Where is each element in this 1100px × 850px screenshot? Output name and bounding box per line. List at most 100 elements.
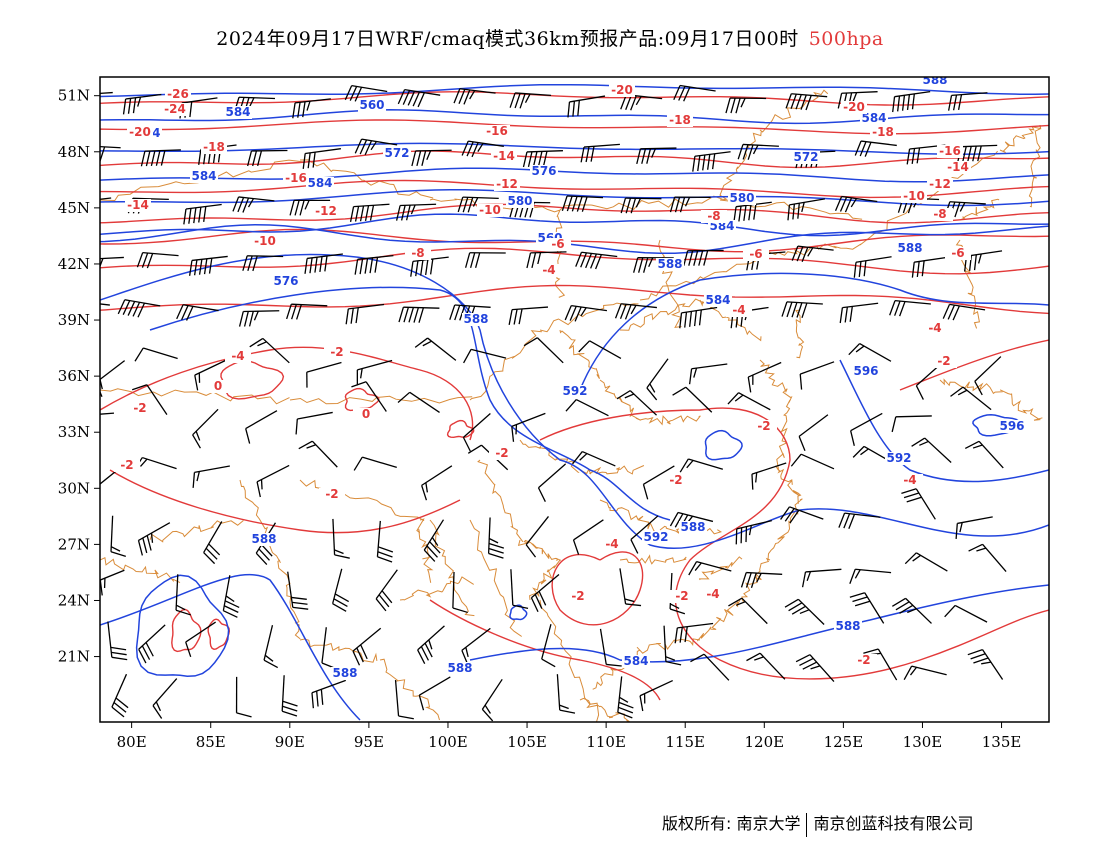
wind-barb bbox=[561, 195, 604, 212]
wind-barb bbox=[690, 653, 730, 681]
contour-label-bg bbox=[728, 192, 756, 205]
wind-barb bbox=[423, 519, 445, 562]
wind-barb bbox=[183, 203, 222, 225]
contour-label-bg bbox=[358, 99, 386, 112]
border-line bbox=[519, 439, 580, 473]
contour-label-bg bbox=[484, 125, 510, 138]
temperature-contour-label: -2 bbox=[120, 458, 133, 472]
temperature-contour-label: -4 bbox=[542, 263, 555, 277]
wind-barb bbox=[834, 195, 878, 213]
contour-label-bg bbox=[700, 588, 726, 601]
border-line bbox=[517, 539, 559, 562]
wind-barb bbox=[639, 679, 673, 712]
temperature-contour-closed bbox=[220, 360, 285, 400]
border-line bbox=[636, 638, 701, 654]
wind-barb bbox=[787, 198, 826, 221]
height-contour-label: 588 bbox=[332, 666, 357, 680]
wind-barb bbox=[944, 604, 988, 623]
wind-barb bbox=[725, 97, 767, 114]
contour-label-bg bbox=[885, 452, 913, 465]
chart-title: 2024年09月17日WRF/cmaq模式36km预报产品:09月17日00时 5… bbox=[0, 24, 1100, 51]
height-contour-label: 584 bbox=[191, 169, 216, 183]
wind-barb bbox=[674, 622, 714, 644]
wind-barb bbox=[192, 408, 219, 449]
wind-barb bbox=[630, 515, 659, 554]
x-tick-label: 130E bbox=[903, 733, 943, 751]
wind-barb bbox=[414, 337, 457, 361]
title-level: 500hpa bbox=[808, 28, 884, 50]
wind-barb bbox=[727, 392, 771, 411]
contour-label-bg bbox=[998, 420, 1026, 433]
temperature-contour-line bbox=[551, 551, 644, 626]
contour-label-bg bbox=[927, 208, 953, 221]
border-line bbox=[299, 479, 425, 522]
temperature-contour-label: -6 bbox=[749, 247, 762, 261]
wind-barb bbox=[853, 256, 892, 278]
contour-label-bg bbox=[656, 258, 684, 271]
wind-barb bbox=[791, 245, 834, 262]
wind-barb bbox=[107, 621, 128, 661]
height-contour-label: 588 bbox=[463, 312, 488, 326]
border-line bbox=[100, 388, 290, 405]
temperature-contour-label: -16 bbox=[486, 124, 508, 138]
height-contour-label: 560 bbox=[359, 98, 384, 112]
wind-barb bbox=[509, 92, 552, 109]
wind-barb bbox=[110, 515, 126, 558]
y-tick-label: 21N bbox=[58, 648, 90, 666]
wind-barb bbox=[131, 384, 168, 415]
wind-barb bbox=[353, 456, 397, 471]
height-contour-label: 588 bbox=[835, 619, 860, 633]
temperature-contour-label: -2 bbox=[495, 446, 508, 460]
temperature-contour-label: -20 bbox=[843, 100, 865, 114]
temperature-contour-label: -2 bbox=[669, 473, 682, 487]
wind-barb bbox=[903, 665, 947, 680]
height-contour-line bbox=[100, 189, 1049, 207]
wind-barb bbox=[525, 516, 549, 558]
wind-barb bbox=[421, 465, 453, 501]
wind-barb bbox=[100, 91, 113, 96]
contour-label-bg bbox=[530, 165, 558, 178]
wind-barb bbox=[688, 560, 732, 576]
contour-label-bg bbox=[162, 103, 188, 116]
contour-labels: 5885845605845725885765805725845605805645… bbox=[114, 77, 1026, 680]
wind-barb bbox=[232, 196, 275, 213]
temperature-contour-label: -14 bbox=[127, 198, 149, 212]
height-contour-label: 588 bbox=[447, 661, 472, 675]
temperature-contour-label: -2 bbox=[325, 487, 338, 501]
height-contour-line bbox=[100, 83, 1049, 98]
wind-barb bbox=[176, 304, 219, 321]
temperature-contour-closed bbox=[446, 419, 475, 439]
contour-label-bg bbox=[927, 178, 953, 191]
wind-barb bbox=[136, 251, 179, 269]
wind-barb bbox=[854, 140, 897, 157]
wind-barb bbox=[799, 361, 835, 390]
wind-barb bbox=[942, 303, 986, 321]
wind-barb bbox=[185, 621, 216, 657]
border-line bbox=[658, 239, 682, 329]
contour-label-bg bbox=[306, 177, 334, 190]
temperature-contour-line bbox=[100, 150, 1049, 169]
footer-separator bbox=[806, 812, 808, 837]
temperature-contour-label: -18 bbox=[872, 125, 894, 139]
border-line bbox=[639, 415, 701, 426]
wind-barb bbox=[848, 343, 892, 362]
wind-barb bbox=[508, 306, 549, 325]
axes: 80E 85E 90E 95E 100E 105E 110E 115E 120E 125E 130E… bbox=[58, 87, 1022, 751]
temperature-contour-label: -4 bbox=[231, 349, 244, 363]
wind-barb bbox=[901, 488, 936, 520]
wind-barb bbox=[304, 253, 343, 274]
border-line bbox=[999, 125, 1042, 154]
wind-barb bbox=[578, 340, 622, 360]
contour-label-bg bbox=[536, 264, 562, 277]
wind-barb bbox=[354, 138, 398, 156]
wind-barb bbox=[904, 552, 948, 572]
temperature-contour-label: -4 bbox=[903, 473, 916, 487]
wind-barb bbox=[599, 628, 622, 667]
wind-barb bbox=[192, 465, 230, 488]
height-contour-label: 576 bbox=[531, 164, 556, 178]
contour-label-bg bbox=[679, 521, 707, 534]
border-line bbox=[759, 243, 862, 256]
wind-barb bbox=[967, 649, 1004, 680]
wind-barb bbox=[801, 568, 842, 588]
wind-barb bbox=[138, 624, 166, 664]
